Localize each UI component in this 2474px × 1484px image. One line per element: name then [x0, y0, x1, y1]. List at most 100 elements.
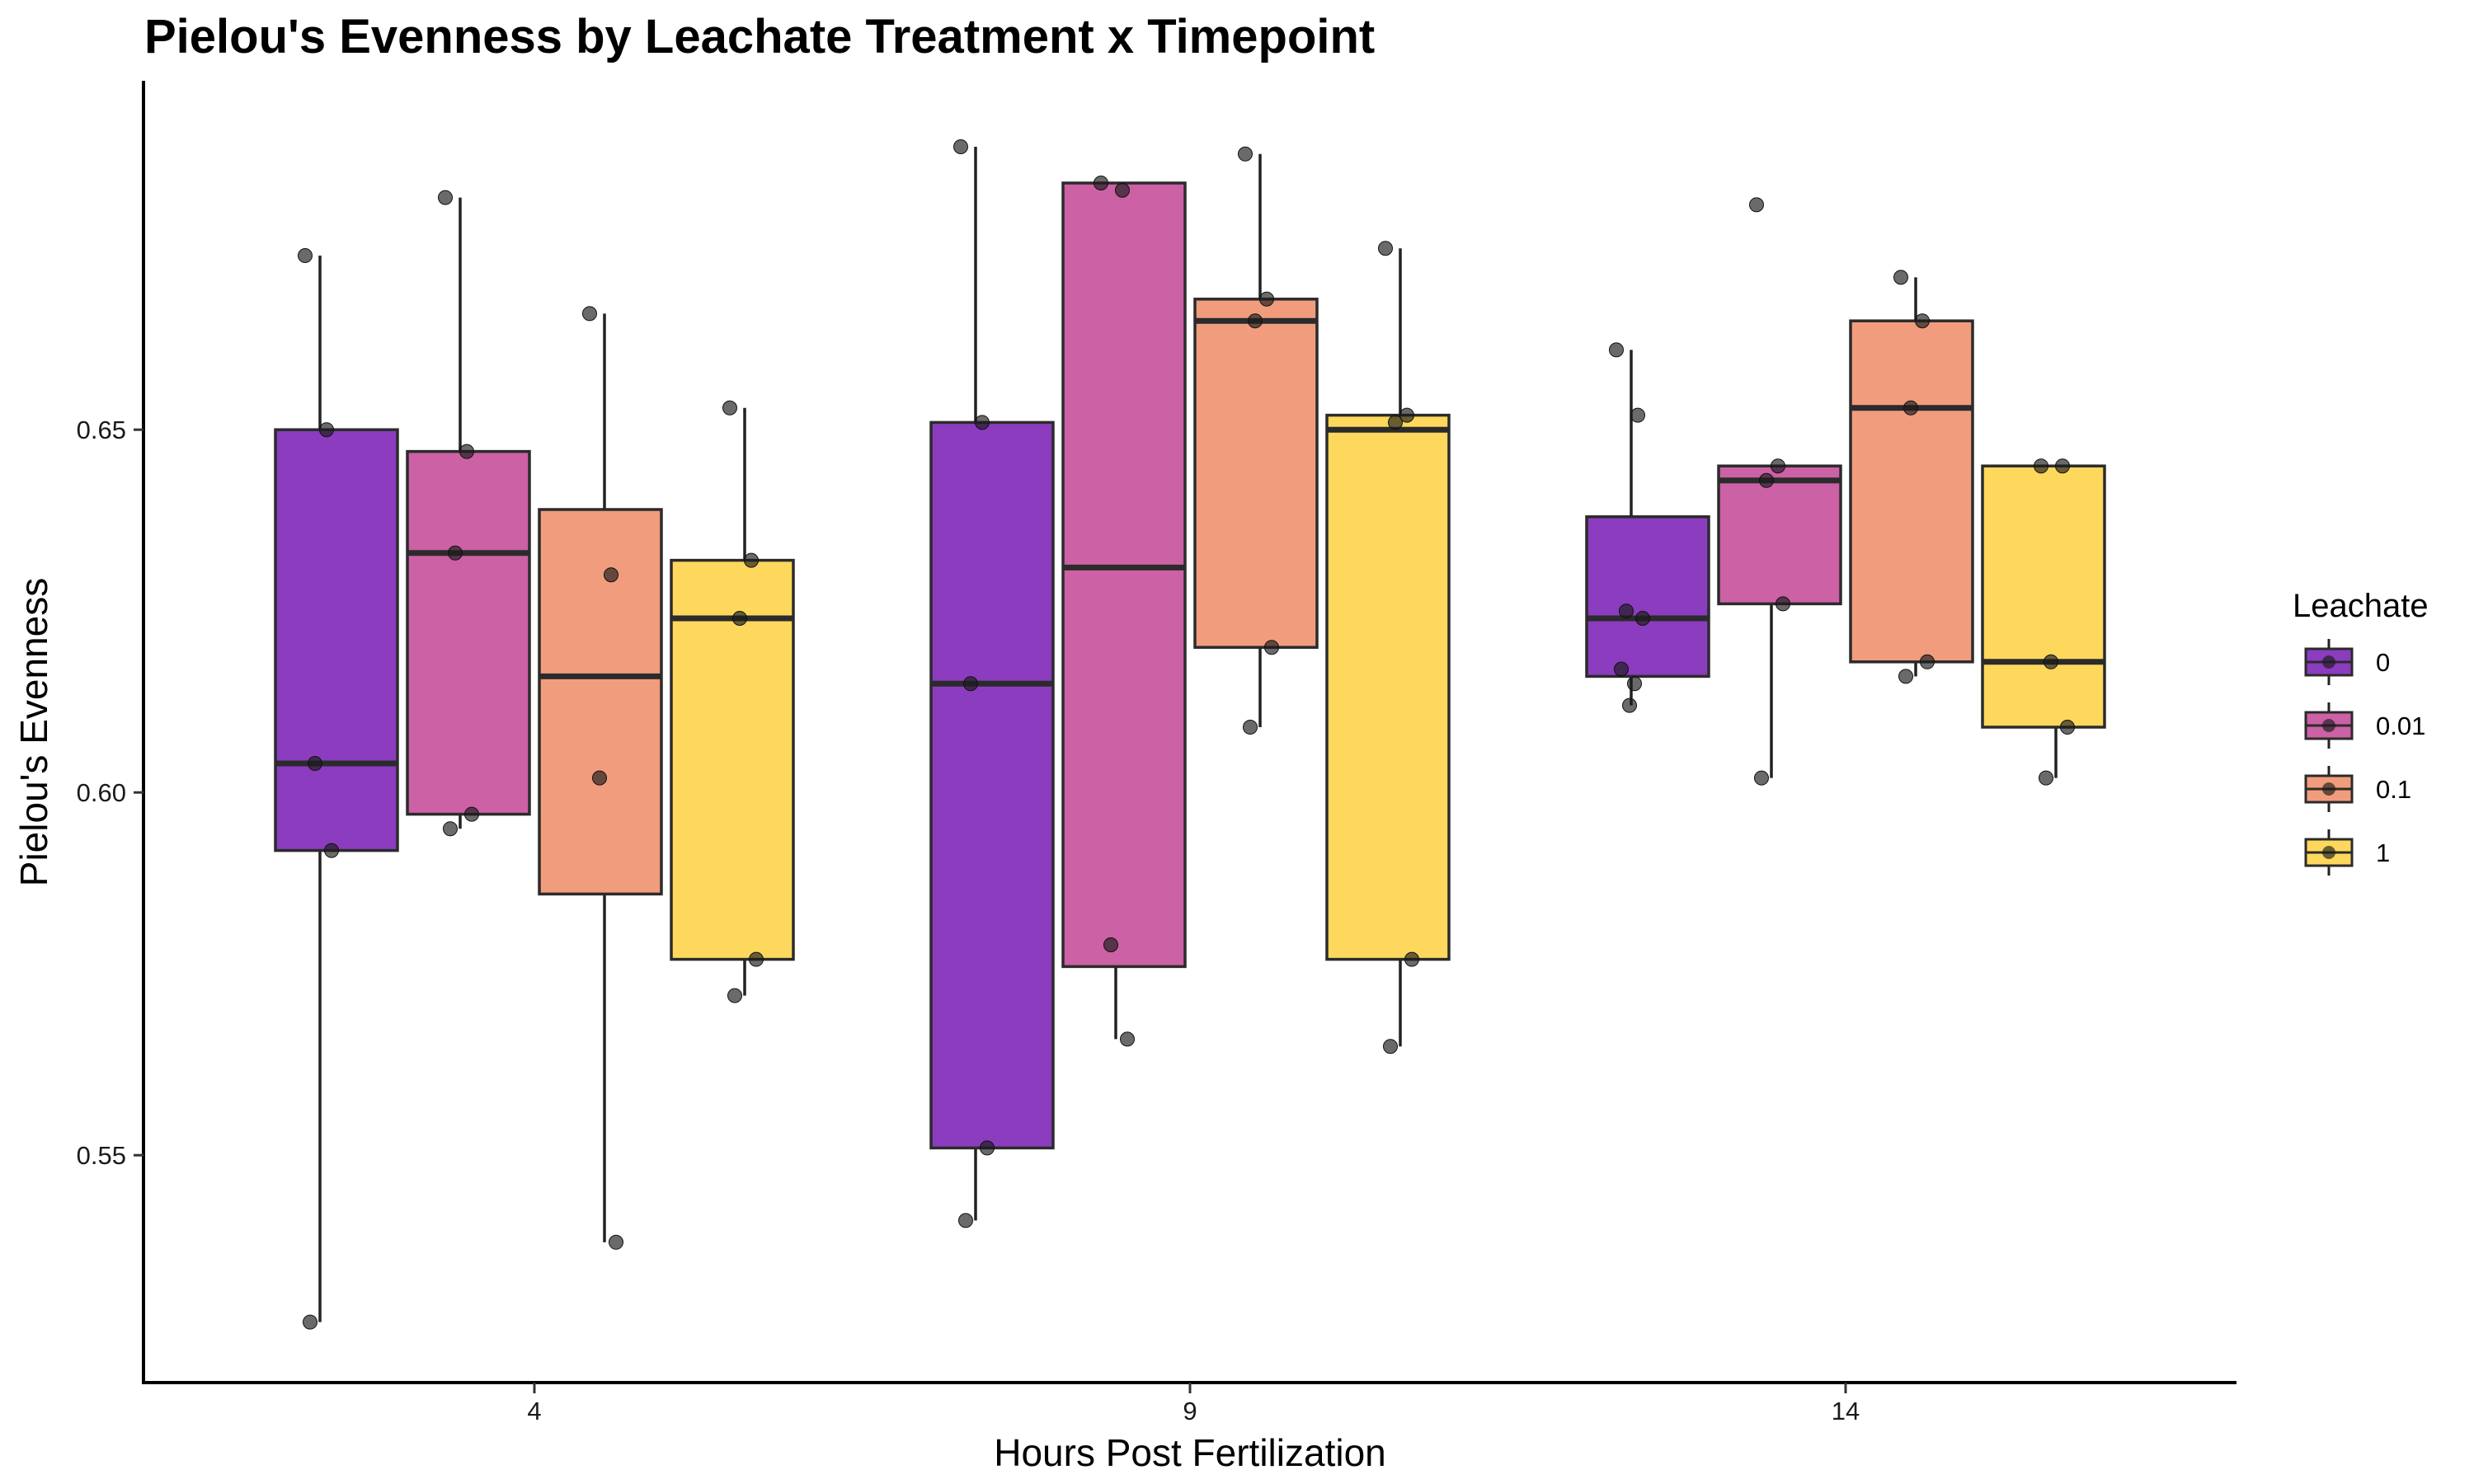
- data-point: [443, 821, 458, 837]
- data-point: [1759, 472, 1774, 488]
- data-point: [308, 756, 322, 771]
- box: [1849, 319, 1974, 664]
- legend-item-0: 0: [2304, 639, 2390, 685]
- box: [670, 558, 795, 961]
- x-tick-label: 4: [527, 1397, 541, 1425]
- data-point: [464, 806, 479, 822]
- data-point: [1264, 640, 1279, 655]
- legend-label: 0.1: [2376, 775, 2411, 804]
- data-point: [1903, 400, 1918, 416]
- data-point: [749, 951, 764, 967]
- x-tick-label: 9: [1183, 1397, 1197, 1425]
- series-1: [670, 241, 2106, 1054]
- x-axis-ticks: 4 9 14: [527, 1383, 1860, 1425]
- legend-label: 1: [2376, 838, 2390, 867]
- legend-title: Leachate: [2293, 588, 2429, 624]
- data-point: [1635, 611, 1650, 626]
- data-point: [1614, 661, 1629, 677]
- legend-label: 0: [2376, 648, 2390, 677]
- box: [538, 508, 663, 896]
- data-point: [1399, 407, 1414, 423]
- x-axis-title: Hours Post Fertilization: [994, 1431, 1386, 1474]
- box: [1193, 298, 1319, 649]
- data-point: [1898, 669, 1913, 684]
- x-tick-label: 14: [1832, 1397, 1860, 1425]
- data-point: [1115, 182, 1130, 198]
- data-point: [2034, 458, 2048, 474]
- data-point: [324, 843, 339, 858]
- plot-area: [274, 139, 2106, 1330]
- data-point: [1238, 146, 1253, 162]
- legend-key-point: [2322, 846, 2335, 859]
- y-tick-label: 0.65: [77, 416, 126, 444]
- legend-key-point: [2322, 719, 2335, 732]
- data-point: [980, 1140, 995, 1156]
- box: [1717, 464, 1842, 606]
- data-point: [1627, 676, 1642, 692]
- data-point: [1243, 720, 1258, 735]
- box: [929, 420, 1055, 1150]
- data-point: [1619, 603, 1634, 619]
- data-point: [744, 552, 759, 568]
- data-point: [1754, 770, 1769, 786]
- data-point: [1915, 313, 1930, 329]
- data-point: [722, 400, 737, 416]
- legend-label: 0.01: [2376, 711, 2425, 740]
- data-point: [592, 770, 607, 786]
- data-point: [1120, 1031, 1135, 1047]
- series-0.01: [406, 176, 1842, 1047]
- legend-item-1: 1: [2304, 829, 2390, 876]
- data-point: [298, 248, 313, 263]
- data-point: [1094, 176, 1108, 190]
- data-point: [448, 545, 463, 561]
- box: [406, 449, 531, 816]
- box: [1325, 413, 1451, 961]
- data-point: [609, 1234, 623, 1250]
- data-point: [1893, 270, 1908, 285]
- data-point: [1248, 313, 1263, 329]
- box: [1981, 464, 2106, 729]
- series-0.1: [538, 146, 1974, 1250]
- data-point: [953, 139, 968, 154]
- data-point: [1383, 1039, 1398, 1054]
- y-axis-ticks: 0.55 0.60 0.65: [77, 416, 143, 1170]
- data-point: [963, 676, 978, 692]
- data-point: [604, 567, 618, 583]
- data-point: [1622, 697, 1637, 713]
- legend: Leachate 0 0.01 0.1 1: [2293, 588, 2429, 876]
- data-point: [727, 988, 742, 1003]
- data-point: [2044, 654, 2058, 669]
- data-point: [1404, 951, 1419, 967]
- series-0: [274, 139, 1710, 1330]
- data-point: [1259, 291, 1274, 307]
- data-point: [1771, 458, 1785, 474]
- data-point: [2055, 458, 2070, 474]
- data-point: [459, 444, 474, 459]
- data-point: [319, 422, 334, 438]
- legend-item-0.1: 0.1: [2304, 766, 2411, 812]
- data-point: [975, 415, 990, 430]
- data-point: [1630, 407, 1645, 423]
- data-point: [1378, 241, 1393, 256]
- data-point: [1103, 937, 1118, 952]
- data-point: [732, 611, 747, 626]
- chart-title: Pielou's Evenness by Leachate Treatment …: [144, 10, 1375, 63]
- legend-item-0.01: 0.01: [2304, 702, 2425, 749]
- box: [1061, 181, 1187, 969]
- data-point: [303, 1314, 317, 1330]
- data-point: [438, 190, 453, 205]
- data-point: [1920, 654, 1935, 669]
- y-axis-title: Pielou's Evenness: [12, 578, 55, 886]
- data-point: [958, 1213, 973, 1228]
- box: [1585, 515, 1710, 679]
- y-tick-label: 0.55: [77, 1141, 126, 1170]
- data-point: [1609, 342, 1624, 358]
- data-point: [1388, 415, 1403, 430]
- legend-key-point: [2322, 782, 2335, 796]
- data-point: [582, 306, 597, 322]
- legend-key-point: [2322, 655, 2335, 669]
- data-point: [1749, 197, 1764, 213]
- data-point: [1776, 596, 1790, 612]
- data-point: [2039, 770, 2053, 786]
